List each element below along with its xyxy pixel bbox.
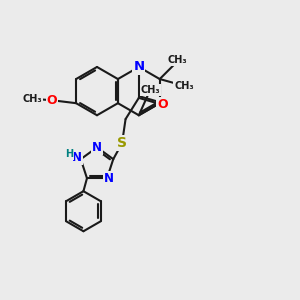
Text: H: H xyxy=(65,149,74,159)
Text: CH₃: CH₃ xyxy=(22,94,42,104)
Text: CH₃: CH₃ xyxy=(168,55,187,65)
Text: CH₃: CH₃ xyxy=(174,81,194,92)
Text: O: O xyxy=(46,94,57,107)
Text: S: S xyxy=(117,136,127,150)
Text: N: N xyxy=(103,172,113,185)
Text: N: N xyxy=(92,141,102,154)
Text: N: N xyxy=(133,61,144,74)
Text: N: N xyxy=(72,151,82,164)
Text: O: O xyxy=(157,98,168,111)
Text: CH₃: CH₃ xyxy=(141,85,160,95)
